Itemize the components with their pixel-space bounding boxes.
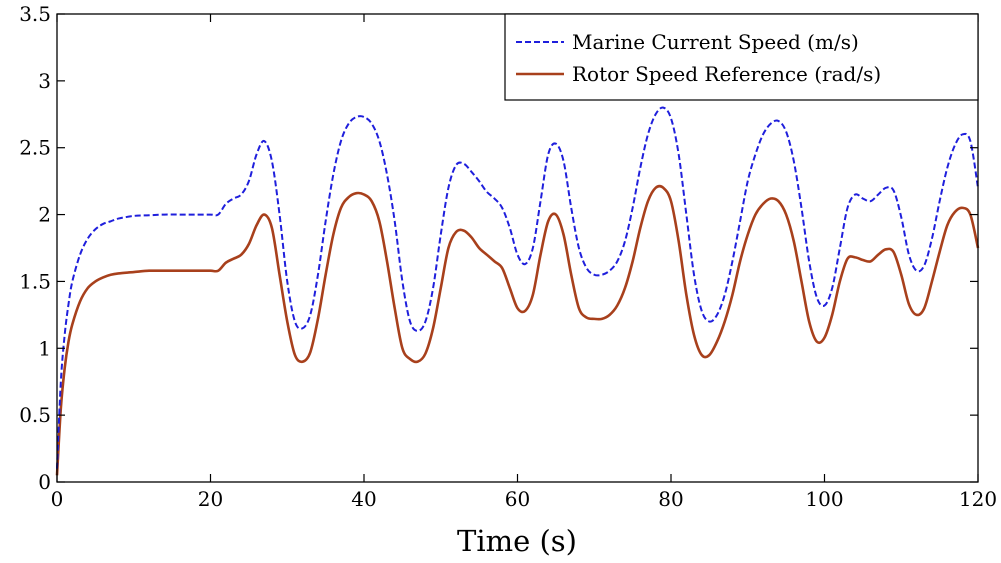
x-tick-label: 120: [959, 487, 997, 511]
series-layer: [55, 106, 980, 476]
series-line-rotor-speed-reference: [55, 184, 980, 476]
legend-box: [504, 13, 979, 101]
legend-label-marine-current: Marine Current Speed (m/s): [572, 30, 859, 54]
x-axis-title: Time (s): [457, 524, 577, 558]
y-tick-label: 2: [38, 203, 51, 227]
x-tick-label: 100: [805, 487, 843, 511]
y-tick-label: 0: [38, 470, 51, 494]
x-tick-label: 40: [351, 487, 376, 511]
legend: Marine Current Speed (m/s) Rotor Speed R…: [504, 13, 979, 101]
x-tick-label: 80: [658, 487, 683, 511]
x-tick-label: 0: [51, 487, 64, 511]
y-tick-label: 3: [38, 69, 51, 93]
x-tick-label: 20: [198, 487, 223, 511]
legend-label-rotor-speed: Rotor Speed Reference (rad/s): [572, 62, 881, 86]
y-tick-label: 0.5: [19, 403, 51, 427]
y-tick-label: 1.5: [19, 269, 51, 293]
y-tick-label: 3.5: [19, 2, 51, 26]
ticks-layer: 0 20 40 60 80 100 120 0 0.5 1 1.5 2 2.5 3 3.5: [19, 2, 997, 511]
y-tick-label: 2.5: [19, 136, 51, 160]
y-tick-label: 1: [38, 336, 51, 360]
x-tick-label: 60: [505, 487, 530, 511]
series-line-marine-current-speed: [56, 106, 979, 469]
